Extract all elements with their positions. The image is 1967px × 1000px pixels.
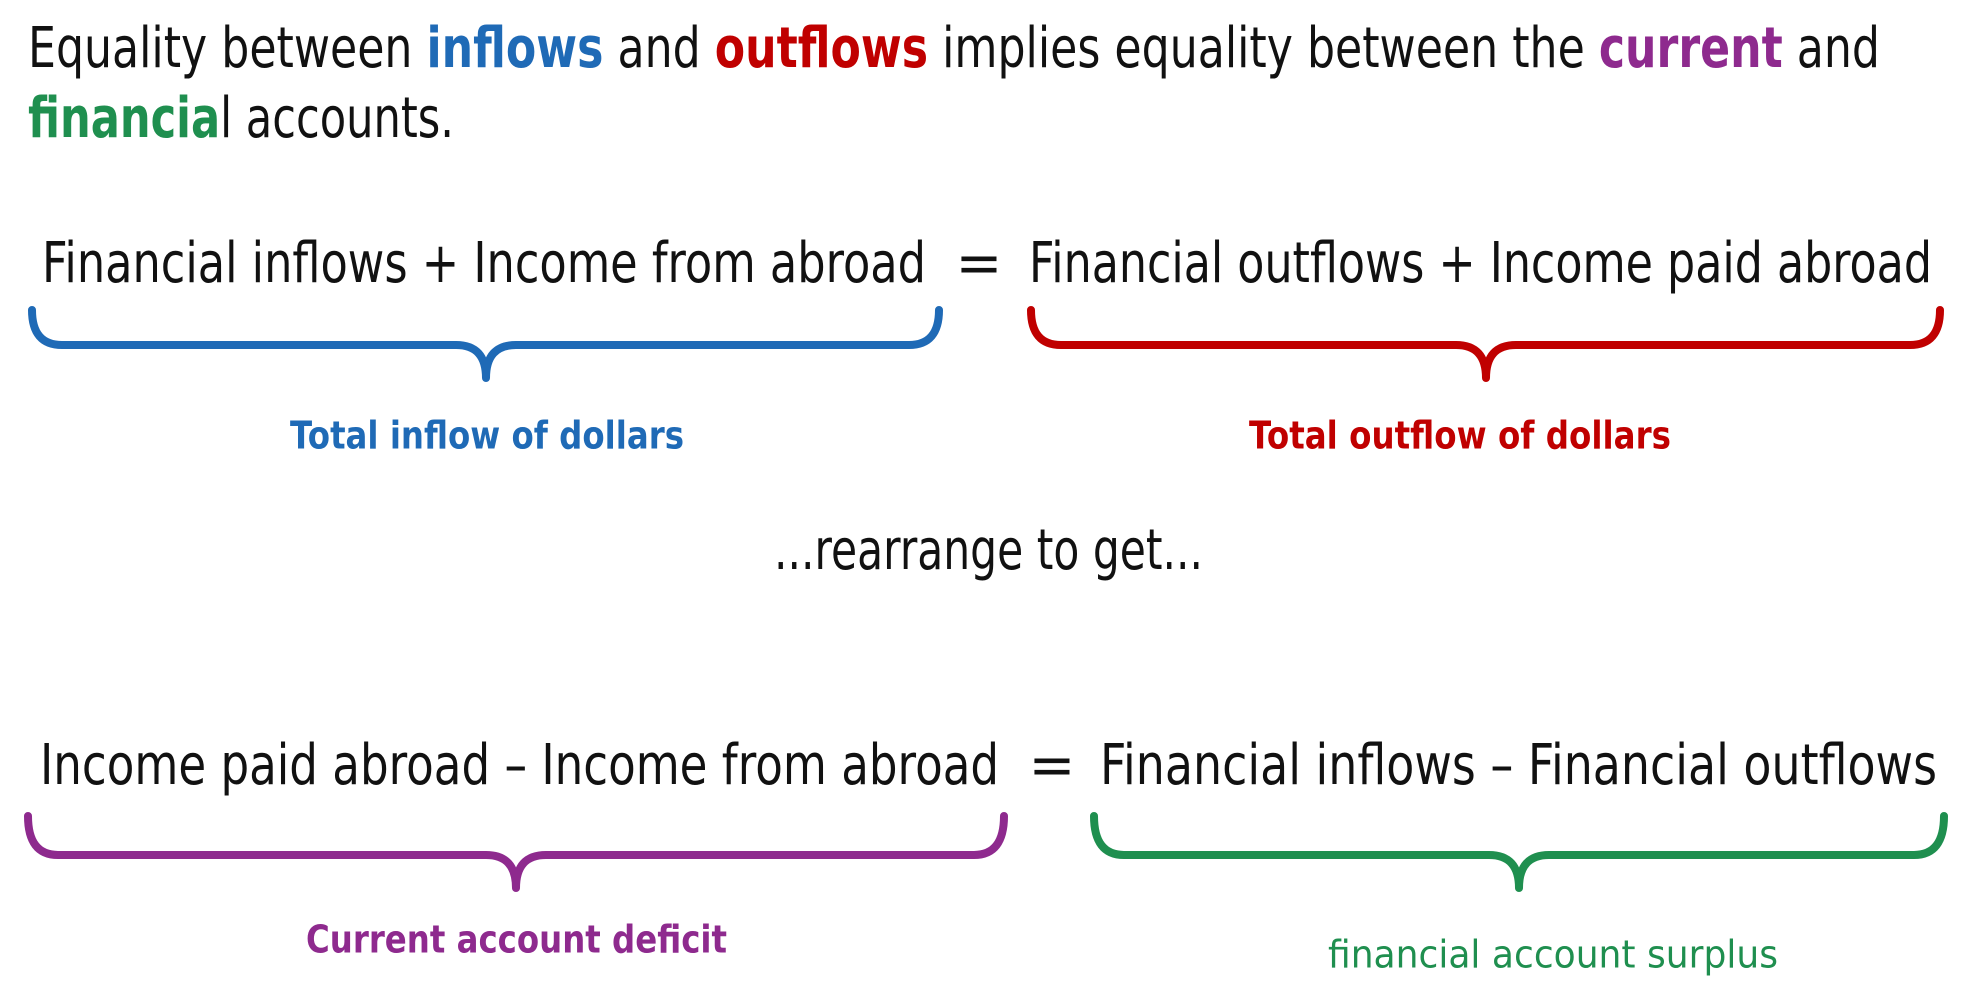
brace: [1090, 812, 1948, 892]
equation-operator: =: [956, 231, 1003, 296]
equation-left: Financial inflows + Income from abroad: [42, 231, 926, 296]
brace-label: Total outflow of dollars: [1249, 414, 1671, 458]
intro-keyword: outflows: [715, 16, 928, 81]
intro-text: implies equality between the: [928, 16, 1599, 81]
intro-line: Equality between inflows and outflows im…: [28, 16, 1880, 81]
equation-operator: =: [1029, 733, 1076, 798]
intro-line: financial accounts.: [28, 86, 454, 151]
brace: [28, 306, 943, 382]
equation-left: Income paid abroad – Income from abroad: [40, 733, 999, 798]
intro-text: l accounts.: [220, 86, 454, 151]
transition-text: ...rearrange to get...: [774, 518, 1203, 583]
intro-keyword: inflows: [427, 16, 604, 81]
intro-keyword: current: [1599, 16, 1783, 81]
brace: [24, 812, 1008, 892]
brace-label: financial account surplus: [1328, 933, 1778, 977]
brace-label: Current account deficit: [306, 918, 727, 962]
brace-label: Total inflow of dollars: [290, 414, 684, 458]
intro-keyword: financia: [28, 86, 220, 151]
equation-right: Financial inflows – Financial outflows: [1100, 733, 1937, 798]
intro-text: Equality between: [28, 16, 427, 81]
brace: [1027, 306, 1944, 382]
intro-text: and: [1783, 16, 1880, 81]
equation-right: Financial outflows + Income paid abroad: [1029, 231, 1932, 296]
intro-text: and: [603, 16, 714, 81]
